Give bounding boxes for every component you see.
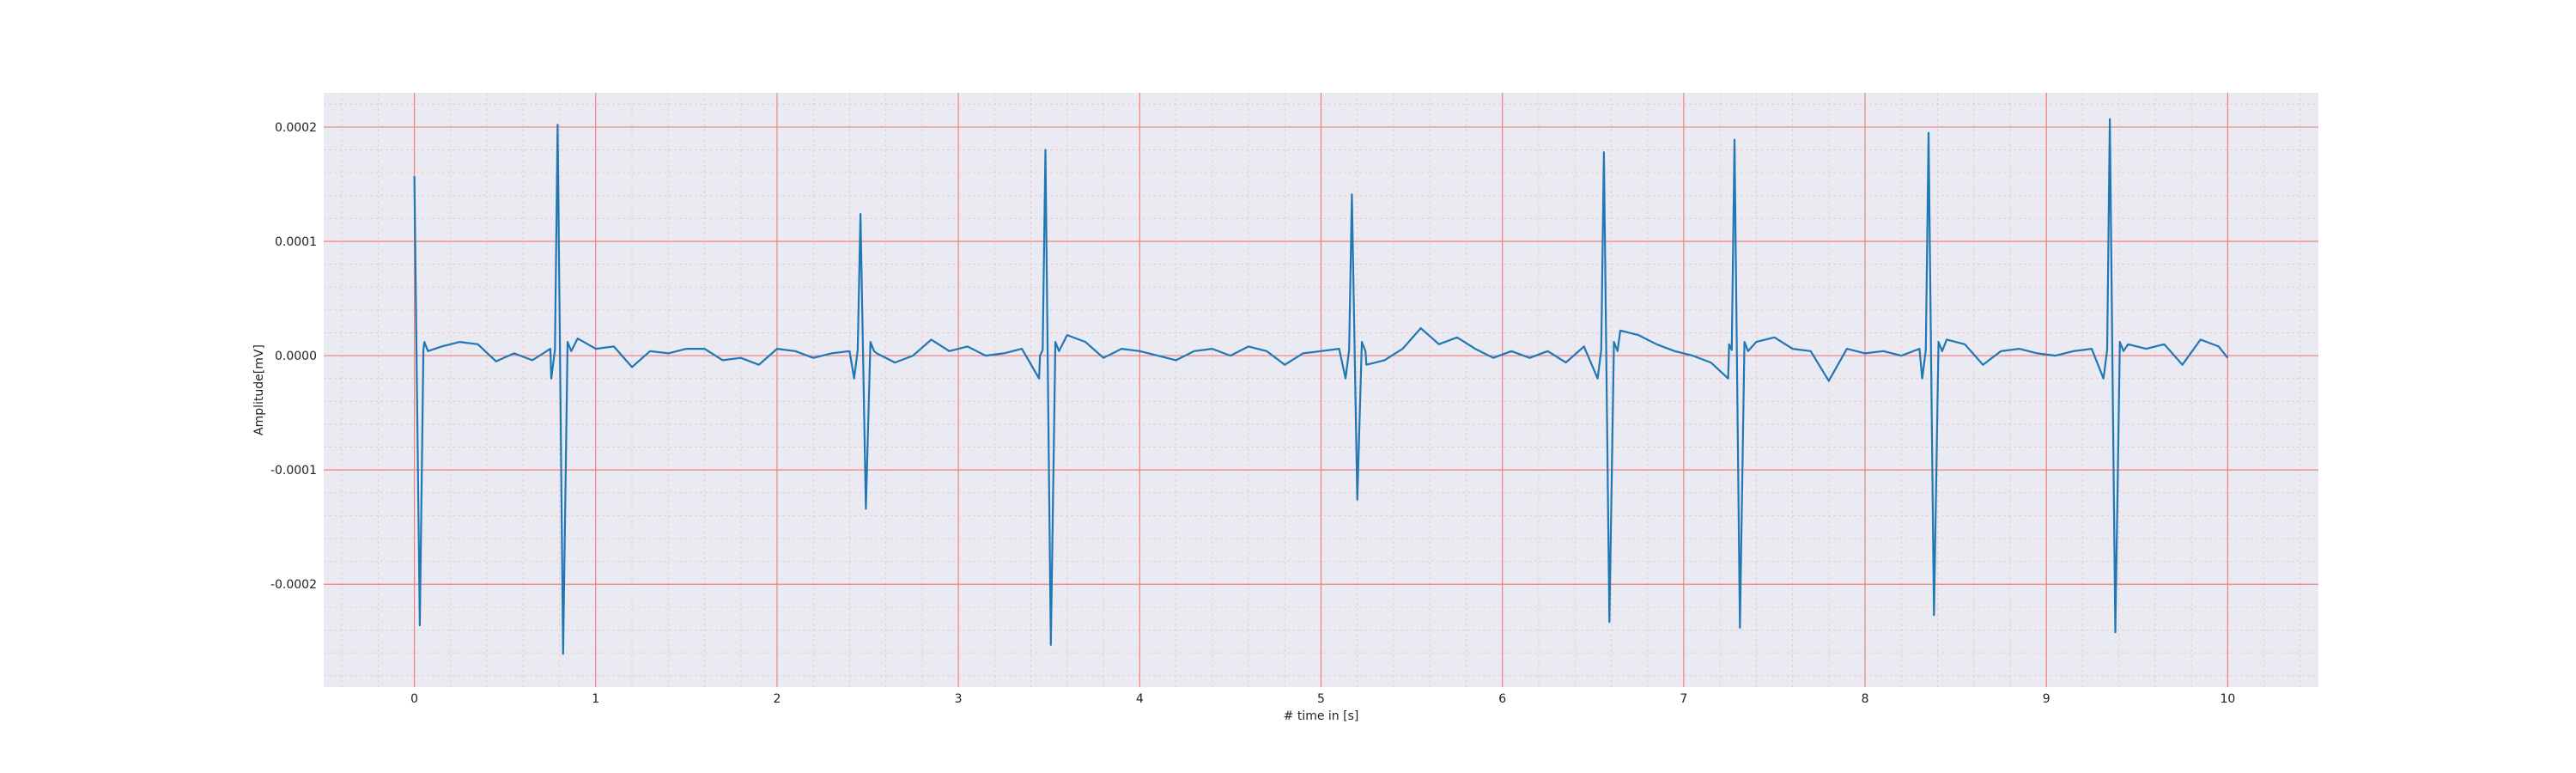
x-tick-label: 8 [1862, 692, 1869, 706]
x-tick-label: 10 [2220, 692, 2235, 706]
y-tick-label: -0.0001 [270, 464, 317, 478]
y-tick-label: 0.0001 [275, 235, 317, 249]
ecg-signal-line [413, 118, 2229, 655]
x-tick-label: 6 [1498, 692, 1506, 706]
x-tick-label: 1 [592, 692, 599, 706]
x-tick-label: 4 [1136, 692, 1144, 706]
x-tick-label: 5 [1317, 692, 1325, 706]
major-grid [324, 93, 2318, 687]
y-tick-label: -0.0002 [270, 578, 317, 592]
x-tick-label: 9 [2043, 692, 2050, 706]
y-axis-label: Amplitude[mV] [252, 344, 266, 435]
minor-grid [324, 93, 2318, 687]
y-tick-label: 0.0002 [275, 121, 317, 135]
x-tick-label: 7 [1680, 692, 1687, 706]
x-axis-ticks: 0 1 2 3 4 5 6 7 8 9 10 [410, 692, 2235, 706]
x-tick-label: 2 [773, 692, 781, 706]
y-axis-ticks: 0.0002 0.0001 0.0000 -0.0001 -0.0002 [270, 121, 317, 592]
y-tick-label: 0.0000 [275, 350, 317, 363]
x-tick-label: 3 [955, 692, 963, 706]
x-tick-label: 0 [410, 692, 418, 706]
x-axis-label: # time in [s] [1284, 709, 1359, 723]
